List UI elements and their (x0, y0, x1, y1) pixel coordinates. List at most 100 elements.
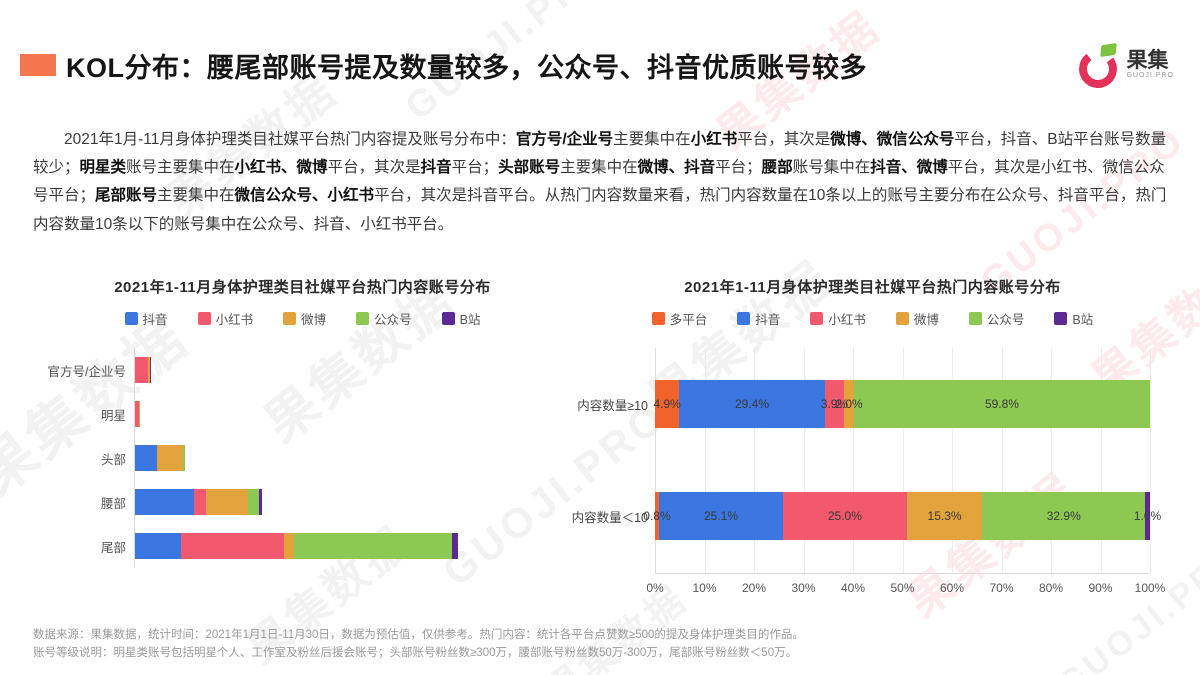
legend-item: B站 (1054, 309, 1093, 328)
legend-item: 公众号 (968, 309, 1025, 328)
bar-area (134, 392, 575, 436)
stacked-bar: 4.9% 29.4% 3.9% 2.0% 59.8% (653, 380, 1150, 428)
left-chart-title: 2021年1-11月身体护理类目社媒平台热门内容账号分布 (114, 279, 491, 296)
intro-run: 2021年1月-11月身体护理类目社媒平台热门内容提及账号分布中： (64, 131, 516, 148)
title-accent-bar (20, 54, 56, 76)
stacked-bar (135, 357, 151, 383)
chart-row: 头部 (30, 436, 575, 480)
tick-label: 50% (890, 581, 915, 595)
legend-item: B站 (441, 309, 481, 328)
chart-row: 内容数量＜10 0.8% 25.1% 25.0% 15.3% 32.9% 1.0% (572, 460, 1161, 572)
right-chart: 2021年1-11月身体护理类目社媒平台热门内容账号分布 多平台 抖音 小红书 微博 公… (565, 276, 1180, 596)
tick-label: 20% (741, 581, 767, 595)
legend-label: 公众号 (986, 313, 1025, 327)
chart-row: 内容数量≥10 4.9% 29.4% 3.9% 2.0% 59.8% (577, 348, 1150, 460)
legend-item: 小红书 (197, 309, 254, 328)
legend-label: 小红书 (828, 313, 866, 327)
logo-text: 果集 GUOJI.PRO (1126, 50, 1174, 80)
intro-run: 平台，抖音、B站平台账号数量较少； (33, 131, 1167, 177)
legend-item: 公众号 (356, 309, 412, 328)
legend-swatch-icon (651, 312, 665, 325)
legend-swatch-icon (356, 312, 370, 325)
bar-segment: 32.9% (982, 492, 1146, 540)
category-label: 内容数量≥10 (577, 398, 648, 413)
bar-segment: 29.4% (679, 380, 825, 428)
tick-label: 30% (791, 581, 816, 595)
segment-value-label: 3.9% (820, 397, 849, 411)
intro-run: 头部账号 (498, 159, 561, 177)
legend-item: 多平台 (651, 309, 708, 328)
page-title: KOL分布：腰尾部账号提及数量较多，公众号、抖音优质账号较多 (66, 52, 867, 83)
bar-segment (135, 357, 148, 383)
bar-segment: 25.1% (658, 492, 784, 540)
right-chart-title: 2021年1-11月身体护理类目社媒平台热门内容账号分布 (684, 279, 1061, 296)
right-chart-legend: 多平台 抖音 小红书 微博 公众号 B站 (565, 309, 1180, 328)
gridline (803, 348, 805, 573)
footer-line-2: 账号等级说明：明星类账号包括明星个人、工作室及粉丝后援会账号；头部账号粉丝数≥3… (33, 647, 798, 660)
bar-segment (183, 445, 185, 471)
gridline (655, 348, 656, 573)
logo-subtitle: GUOJI.PRO (1126, 72, 1174, 80)
legend-item: 微博 (283, 309, 326, 328)
bar-segment: 0.8% (643, 492, 671, 540)
stacked-bar (135, 445, 185, 471)
legend-item: 抖音 (124, 309, 168, 328)
logo-mark (1076, 43, 1120, 91)
legend-label: 抖音 (755, 313, 781, 327)
bar-segment (135, 401, 139, 427)
legend-label: 小红书 (215, 313, 254, 327)
intro-run: 尾部账号 (95, 187, 158, 205)
stacked-bar (135, 533, 459, 559)
tick-label: 80% (1038, 581, 1064, 595)
intro-run: 抖音 (420, 159, 452, 177)
tick-label: 10% (692, 581, 717, 595)
legend-swatch-icon (810, 312, 824, 325)
bar-segment: 15.3% (906, 492, 983, 540)
chart-row: 尾部 (30, 524, 575, 568)
segment-value-label: 0.8% (643, 509, 671, 523)
segment-value-label: 4.9% (653, 397, 681, 411)
bar-segment (451, 533, 459, 559)
legend-swatch-icon (737, 312, 751, 325)
bar-segment (156, 445, 183, 471)
right-chart-plot: 内容数量≥10 4.9% 29.4% 3.9% 2.0% 59.8% 内容数量＜10 0.8%… (572, 348, 1161, 574)
left-chart-legend: 抖音 小红书 微博 公众号 B站 (30, 309, 575, 328)
legend-label: B站 (459, 313, 481, 327)
bar-segment: 25.0% (783, 492, 907, 540)
gridline (1001, 348, 1003, 573)
legend-label: 公众号 (374, 313, 412, 327)
bar-segment (147, 357, 150, 383)
bar-segment (193, 489, 206, 515)
intro-run: 腰部 (761, 159, 793, 177)
legend-item: 微博 (895, 309, 939, 328)
segment-value-label: 25.1% (704, 509, 739, 523)
logo: 果集 GUOJI.PRO (1076, 43, 1174, 91)
legend-label: 多平台 (669, 313, 708, 327)
legend-item: 抖音 (737, 309, 780, 328)
header: KOL分布：腰尾部账号提及数量较多，公众号、抖音优质账号较多 果集 GUOJI.… (20, 36, 1180, 94)
bar-segment (135, 533, 182, 559)
gridline (704, 348, 706, 573)
stacked-bar (135, 401, 140, 427)
bar-segment (135, 445, 157, 471)
tick-label: 0% (646, 581, 664, 595)
stacked-bar (135, 489, 263, 515)
tick-label: 90% (1088, 581, 1113, 595)
tick-label: 40% (840, 581, 866, 595)
legend-label: 微博 (301, 313, 327, 327)
footer-notes: 数据来源：果集数据，统计时间：2021年1月1日-11月30日，数据为预估值，仅… (33, 626, 804, 663)
intro-run: 从热门内容数量来看，热门内容数量在10条以上的账号主要分布在公众号、抖音平台，热… (33, 187, 1167, 233)
category-label: 尾部 (100, 540, 126, 555)
bar-segment (135, 489, 194, 515)
legend-swatch-icon (1054, 312, 1068, 325)
bar-segment (247, 489, 260, 515)
legend-item: 小红书 (810, 309, 866, 328)
intro-run: 主要集中在 (560, 159, 638, 177)
gridline (1100, 348, 1102, 573)
bar-area (134, 480, 575, 524)
gridline (952, 348, 953, 573)
segment-value-label: 1.0% (1133, 509, 1162, 523)
x-axis-ticks: 0% 10% 20% 30% 40% 50% 60% 70% 80% 90% 100% (646, 574, 1165, 596)
legend-swatch-icon (968, 312, 982, 325)
legend-swatch-icon (895, 312, 909, 325)
